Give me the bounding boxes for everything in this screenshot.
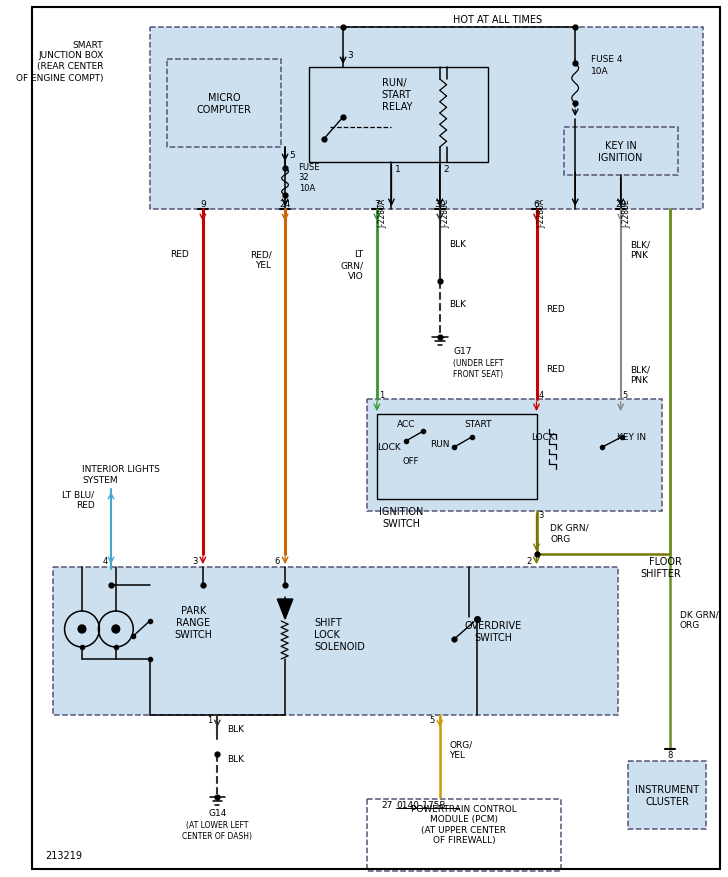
Text: 3: 3 (193, 557, 198, 566)
Text: 6: 6 (275, 557, 280, 566)
Bar (53, 567, 618, 715)
Text: FLOOR
SHIFTER: FLOOR SHIFTER (641, 557, 681, 578)
Polygon shape (277, 599, 293, 619)
Text: HOT AT ALL TIMES: HOT AT ALL TIMES (454, 15, 542, 25)
Text: PNK: PNK (630, 251, 649, 260)
Text: G17: G17 (454, 347, 472, 356)
Text: 9: 9 (200, 200, 206, 210)
Text: RED: RED (546, 365, 565, 374)
Text: BLK: BLK (227, 724, 244, 734)
Text: RUN/
START
RELAY: RUN/ START RELAY (381, 78, 412, 111)
Text: RED: RED (170, 250, 189, 260)
Text: 1: 1 (379, 391, 384, 400)
Text: DK GRN/: DK GRN/ (550, 523, 589, 531)
Text: PNK: PNK (630, 376, 649, 385)
Text: 0140-175B: 0140-175B (396, 801, 446, 809)
Text: ORG/
YEL: ORG/ YEL (449, 739, 472, 759)
Text: G14: G14 (208, 809, 226, 817)
Text: RED/: RED/ (250, 250, 272, 260)
Bar (167, 60, 281, 148)
Text: VIO: VIO (348, 272, 363, 282)
Text: 4: 4 (103, 557, 108, 566)
Text: INSTRUMENT
CLUSTER: INSTRUMENT CLUSTER (635, 784, 699, 806)
Text: 8: 8 (668, 751, 673, 759)
Text: 5: 5 (623, 391, 628, 400)
Bar (628, 761, 705, 829)
Text: 24: 24 (280, 200, 290, 210)
Text: DK GRN/
ORG: DK GRN/ ORG (680, 610, 719, 629)
Text: BLK: BLK (449, 240, 467, 249)
Text: SHIFT
LOCK
SOLENOID: SHIFT LOCK SOLENOID (314, 617, 365, 651)
Text: 1: 1 (207, 716, 213, 724)
Text: CENTER OF DASH): CENTER OF DASH) (183, 831, 253, 840)
Text: J-2280A: J-2280A (538, 199, 547, 228)
Text: 6: 6 (534, 200, 539, 210)
Text: ACC: ACC (397, 420, 415, 429)
Text: OF ENGINE COMPT): OF ENGINE COMPT) (16, 74, 103, 82)
Text: J-2280E: J-2280E (622, 199, 631, 228)
Text: 3: 3 (347, 51, 352, 60)
Text: 4: 4 (539, 391, 544, 400)
Bar (150, 28, 703, 210)
Text: MICRO
COMPUTER: MICRO COMPUTER (197, 93, 252, 115)
Circle shape (112, 625, 119, 633)
Text: FUSE 4: FUSE 4 (590, 55, 622, 64)
Bar (563, 128, 678, 175)
Text: OVERDRIVE
SWITCH: OVERDRIVE SWITCH (464, 621, 522, 642)
Text: (UNDER LEFT: (UNDER LEFT (454, 359, 504, 368)
Text: J-2280A: J-2280A (379, 199, 387, 228)
Text: (AT LOWER LEFT: (AT LOWER LEFT (186, 821, 248, 830)
Bar (367, 799, 561, 871)
Text: RED: RED (546, 305, 565, 314)
Text: YEL: YEL (256, 261, 272, 270)
Text: BLK/: BLK/ (630, 365, 650, 374)
Text: (REAR CENTER: (REAR CENTER (36, 62, 103, 71)
Text: LT BLU/
RED: LT BLU/ RED (63, 489, 95, 510)
Text: INTERIOR LIGHTS
SYSTEM: INTERIOR LIGHTS SYSTEM (82, 465, 160, 484)
Text: 3: 3 (539, 511, 544, 520)
Text: 2: 2 (443, 165, 449, 175)
Bar (377, 415, 537, 499)
Text: KEY IN
IGNITION: KEY IN IGNITION (598, 141, 643, 162)
Text: 7: 7 (374, 200, 380, 210)
Text: SMART: SMART (73, 40, 103, 49)
Text: J-2280C: J-2280C (441, 199, 450, 228)
Text: 5: 5 (289, 150, 295, 160)
Text: ORG: ORG (550, 535, 570, 544)
Text: JUNCTION BOX: JUNCTION BOX (38, 52, 103, 61)
Text: 213219: 213219 (45, 850, 82, 860)
Text: BLK: BLK (227, 754, 244, 764)
Text: GRN/: GRN/ (341, 261, 363, 270)
Text: OFF: OFF (403, 457, 419, 466)
Text: BLK/: BLK/ (630, 240, 650, 249)
Text: 1: 1 (395, 165, 401, 175)
Text: 10A: 10A (590, 68, 609, 76)
Text: 29: 29 (615, 200, 626, 210)
Bar (150, 28, 703, 210)
Text: IGNITION
SWITCH: IGNITION SWITCH (379, 507, 423, 528)
Text: 30: 30 (434, 200, 446, 210)
Bar (628, 761, 705, 829)
Text: 27: 27 (381, 801, 393, 809)
Text: FUSE
32
10A: FUSE 32 10A (298, 163, 320, 193)
Bar (309, 68, 488, 163)
Text: LT: LT (355, 250, 363, 260)
Bar (53, 567, 618, 715)
Text: KEY IN: KEY IN (617, 433, 646, 442)
Circle shape (78, 625, 86, 633)
Text: PARK
RANGE
SWITCH: PARK RANGE SWITCH (174, 606, 212, 638)
Bar (367, 400, 662, 511)
Text: LOCK: LOCK (531, 433, 555, 442)
Text: BLK: BLK (449, 300, 467, 310)
Text: POWERTRAIN CONTROL
MODULE (PCM)
(AT UPPER CENTER
OF FIREWALL): POWERTRAIN CONTROL MODULE (PCM) (AT UPPE… (411, 804, 517, 845)
Text: RUN: RUN (430, 440, 450, 449)
Text: 2: 2 (526, 557, 531, 566)
Bar (367, 400, 662, 511)
Text: 5: 5 (430, 716, 435, 724)
Text: LOCK: LOCK (376, 443, 400, 452)
Text: START: START (464, 420, 492, 429)
Text: FRONT SEAT): FRONT SEAT) (454, 370, 504, 379)
